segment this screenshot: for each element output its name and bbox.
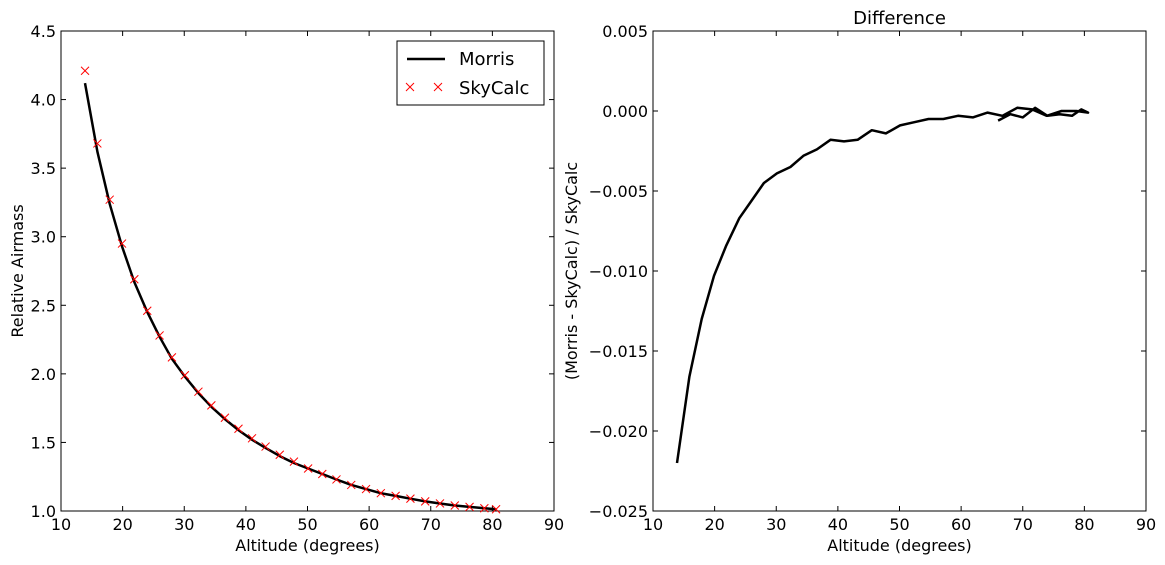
axis-ticks: 10 20 30 40 50 60 70 80 90 1.0 1.5 2.0 2.5 3.0 3.5 4.0 4… (31, 22, 565, 534)
y-tick-label: 0.000 (602, 102, 648, 121)
data-point-skycalc (289, 457, 299, 466)
x-tick-label: 60 (951, 515, 971, 534)
data-point-skycalc (142, 306, 152, 316)
data-point-skycalc (261, 442, 270, 451)
x-tick-label: 30 (766, 515, 786, 534)
data-point-skycalc (275, 450, 285, 460)
y-tick-label: 2.0 (31, 365, 56, 384)
x-tick-label: 60 (359, 515, 379, 534)
x-axis-label: Altitude (degrees) (827, 536, 972, 555)
x-tick-label: 20 (704, 515, 724, 534)
data-point-skycalc (80, 66, 90, 76)
x-tick-label: 50 (297, 515, 317, 534)
y-axis-label: (Morris - SkyCalc) / SkyCalc (562, 162, 581, 380)
data-layer (675, 106, 1090, 464)
difference-panel: 10 20 30 40 50 60 70 80 90 0.005 0.000 −0.005 −0.010… (562, 8, 1156, 555)
data-point-skycalc (435, 499, 445, 508)
plot-area-frame (60, 30, 555, 512)
y-tick-label: 3.5 (31, 159, 56, 178)
y-tick-label: 1.0 (31, 502, 56, 521)
airmass-panel: 10 20 30 40 50 60 70 80 90 1.0 1.5 2.0 2.5 3.0 3.5 4.0 4… (8, 22, 564, 555)
x-tick-label: 70 (421, 515, 441, 534)
data-point-skycalc (450, 501, 460, 510)
data-point-skycalc (420, 497, 430, 506)
x-tick-label: 80 (1074, 515, 1094, 534)
chart-title: Difference (853, 8, 946, 29)
data-point-skycalc (117, 239, 127, 248)
x-axis-label: Altitude (degrees) (235, 536, 380, 555)
x-tick-label: 90 (1136, 515, 1156, 534)
y-tick-label: −0.020 (589, 422, 648, 441)
data-point-skycalc (247, 433, 257, 443)
x-tick-label: 50 (889, 515, 909, 534)
data-point-skycalc (317, 469, 327, 479)
series-line-0 (675, 106, 1090, 464)
data-point-skycalc (480, 503, 489, 513)
x-tick-label: 30 (174, 515, 194, 534)
legend-morris-label: Morris (459, 49, 514, 70)
y-tick-label: −0.005 (589, 182, 648, 201)
y-tick-label: −0.010 (589, 262, 648, 281)
data-point-skycalc (93, 139, 102, 148)
legend-skycalc-label: SkyCalc (459, 78, 529, 99)
y-tick-label: 0.005 (602, 22, 648, 41)
data-point-skycalc (105, 195, 115, 205)
x-tick-label: 10 (643, 515, 663, 534)
data-point-skycalc (376, 488, 386, 498)
data-point-skycalc (361, 484, 371, 494)
data-point-skycalc (167, 353, 177, 362)
data-point-skycalc (391, 491, 400, 501)
y-tick-label: 2.5 (31, 296, 56, 315)
data-point-skycalc (491, 504, 501, 514)
data-point-skycalc (234, 424, 243, 434)
x-tick-label: 80 (482, 515, 502, 534)
legend: Morris SkyCalc (396, 40, 545, 106)
x-tick-label: 20 (112, 515, 132, 534)
y-tick-label: 4.5 (31, 22, 56, 41)
data-point-skycalc (194, 387, 203, 397)
data-point-skycalc (465, 502, 474, 512)
x-tick-label: 40 (828, 515, 848, 534)
x-tick-label: 70 (1013, 515, 1033, 534)
data-point-skycalc (332, 475, 341, 484)
data-point-skycalc (155, 331, 164, 340)
y-tick-label: −0.025 (589, 502, 648, 521)
x-tick-label: 40 (236, 515, 256, 534)
x-tick-label: 90 (544, 515, 564, 534)
legend-box (396, 40, 545, 106)
legend-skycalc-marker (405, 82, 443, 92)
data-point-skycalc (346, 480, 356, 490)
data-point-skycalc (207, 401, 216, 410)
y-tick-label: 1.5 (31, 433, 56, 452)
data-point-skycalc (220, 413, 230, 423)
data-point-skycalc (129, 274, 139, 284)
data-point-skycalc (180, 370, 190, 380)
y-tick-label: 4.0 (31, 91, 56, 110)
data-point-skycalc (406, 494, 415, 504)
data-layer (80, 66, 501, 514)
y-axis-label: Relative Airmass (8, 204, 27, 337)
axis-ticks: 10 20 30 40 50 60 70 80 90 0.005 0.000 −0.005 −0.010… (589, 22, 1156, 534)
y-tick-label: 3.0 (31, 228, 56, 247)
plot-area-frame (652, 30, 1147, 512)
y-tick-label: −0.015 (589, 342, 648, 361)
x-tick-label: 10 (51, 515, 71, 534)
data-point-skycalc (303, 464, 313, 473)
